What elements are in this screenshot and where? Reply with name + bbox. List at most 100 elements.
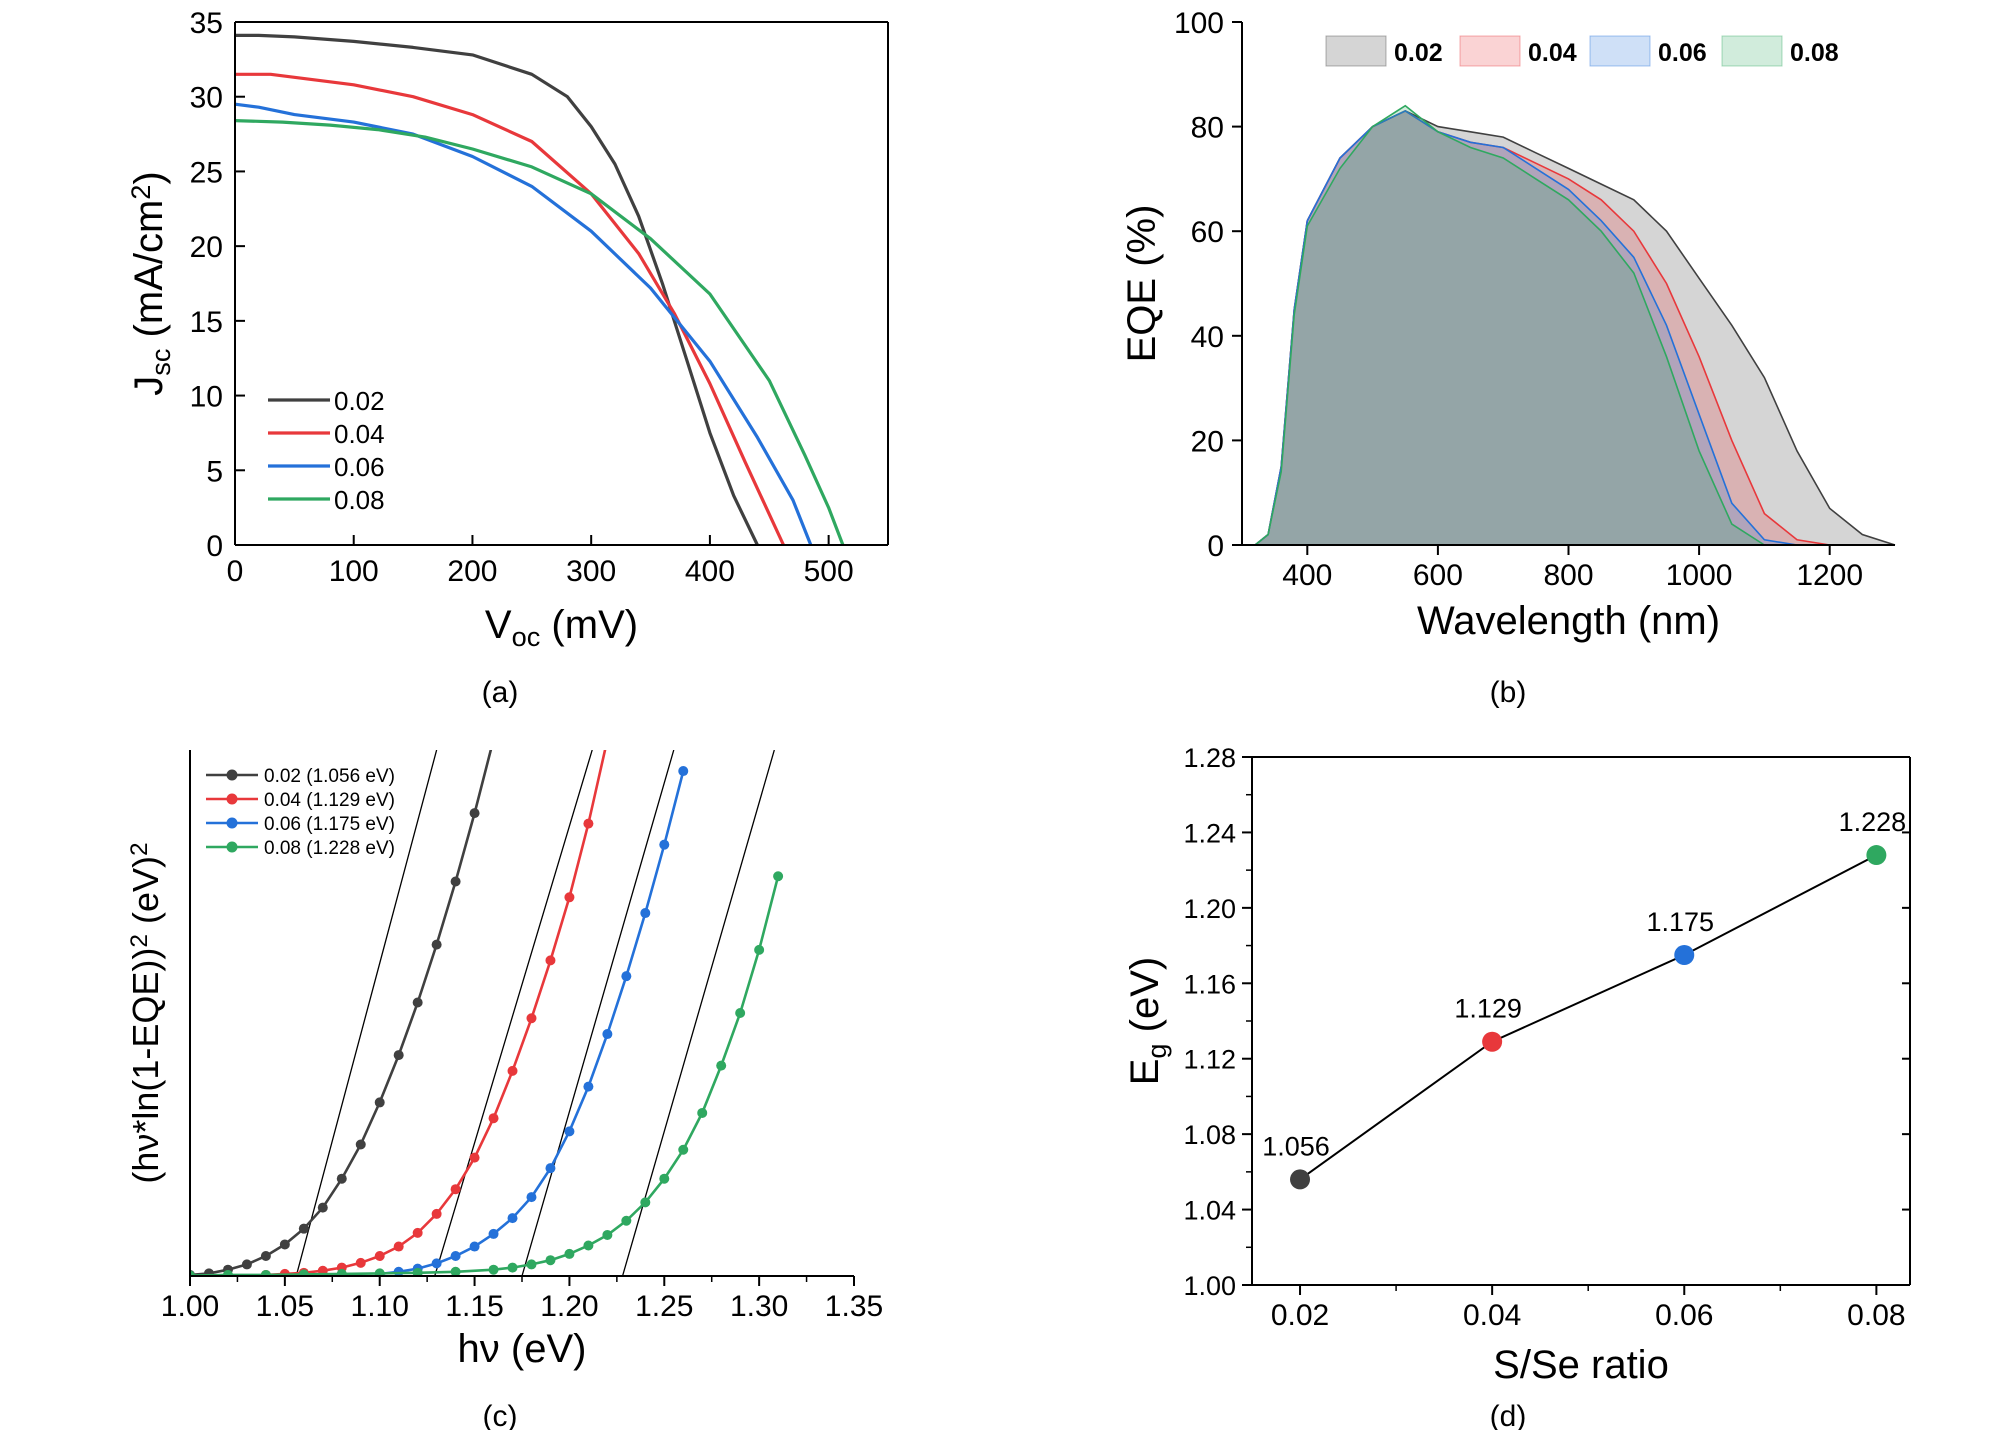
y-tick-label: 5 — [206, 455, 223, 488]
tangent-line — [434, 750, 593, 1276]
y-axis-label: Jsc (mA/cm2) — [125, 171, 176, 396]
y-tick-label: 100 — [1174, 7, 1224, 40]
data-point — [393, 1050, 404, 1061]
y-axis-label-part: g — [1141, 1043, 1172, 1058]
series-area-0.06 — [1255, 110, 1797, 546]
eg-point-label: 1.228 — [1839, 807, 1907, 837]
data-point — [489, 734, 499, 744]
data-point — [488, 1264, 499, 1275]
y-tick-label: 1.08 — [1183, 1120, 1236, 1150]
legend-swatch — [1589, 35, 1651, 67]
legend-label: 0.02 — [334, 386, 385, 416]
data-point — [469, 808, 480, 819]
eg-trend-line — [1299, 854, 1877, 1181]
x-axis-label-part: oc — [512, 621, 541, 652]
y-tick-label: 1.20 — [1183, 894, 1236, 924]
data-point — [507, 1065, 518, 1076]
data-point — [678, 1144, 689, 1155]
y-axis-label-part: (eV) — [125, 856, 166, 934]
data-point — [241, 1259, 252, 1270]
y-axis-label-part: J — [127, 376, 171, 396]
panel-c: 1.00 1.05 1.10 1.15 1.20 1.25 1.30 1.35 hν (eV) (… — [125, 734, 883, 1430]
legend-label: 0.06 — [1658, 39, 1707, 67]
data-point — [374, 1268, 385, 1276]
data-point — [659, 839, 670, 850]
legend-swatch — [1325, 35, 1387, 67]
x-tick-label: 300 — [566, 555, 616, 588]
x-tick-label: 1.30 — [730, 1290, 788, 1323]
series-line-0.08 (1.228 eV) — [190, 875, 780, 1276]
y-tick-label: 35 — [190, 7, 223, 40]
data-point — [507, 1262, 518, 1273]
y-tick-label: 25 — [190, 156, 223, 189]
data-point — [260, 1251, 271, 1262]
legend-label: 0.08 — [1790, 39, 1839, 67]
data-point — [260, 1269, 271, 1276]
data-point — [469, 1152, 480, 1163]
legend-marker — [226, 817, 238, 829]
x-tick-label: 100 — [329, 555, 379, 588]
y-tick-label: 20 — [190, 231, 223, 264]
series-line-0.08 — [1254, 104, 1765, 546]
series-line-0.08 — [234, 119, 845, 546]
data-point — [545, 1163, 556, 1174]
data-point — [602, 734, 612, 744]
data-point — [602, 1029, 613, 1040]
data-point — [488, 1113, 499, 1124]
data-point — [431, 1258, 442, 1269]
data-point — [583, 1240, 594, 1251]
series-area-0.04 — [1255, 110, 1830, 546]
legend-swatch — [1721, 35, 1783, 67]
y-axis-label-part: 2 — [125, 185, 156, 200]
eg-point-label: 1.175 — [1646, 907, 1714, 937]
x-tick-label: 0.04 — [1463, 1299, 1521, 1332]
eg-point — [1674, 945, 1695, 965]
data-point — [450, 1251, 461, 1262]
data-point — [355, 1257, 366, 1268]
data-point — [735, 1008, 746, 1018]
y-tick-label: 15 — [190, 306, 223, 339]
data-point — [697, 1107, 708, 1118]
x-tick-label: 0.08 — [1847, 1299, 1905, 1332]
tangent-line — [521, 750, 675, 1276]
data-point — [450, 1266, 461, 1276]
x-tick-label: 1.20 — [540, 1290, 598, 1323]
data-point — [545, 955, 556, 966]
data-point — [431, 939, 442, 950]
x-tick-label: 0 — [227, 555, 244, 588]
y-tick-label: 1.00 — [1183, 1271, 1236, 1301]
x-tick-label: 1.10 — [351, 1290, 409, 1323]
y-axis-label-part: (hν*ln(1-EQE)) — [125, 948, 166, 1184]
data-point — [450, 1184, 461, 1195]
x-tick-label: 1.00 — [161, 1290, 219, 1323]
y-axis-label-part: 2 — [126, 934, 153, 948]
legend-label: 0.02 (1.056 eV) — [264, 766, 395, 787]
data-point — [488, 1228, 499, 1239]
series-line-0.02 — [235, 33, 759, 546]
x-tick-label: 0.02 — [1271, 1299, 1329, 1332]
tangent-line — [621, 750, 775, 1276]
data-point — [298, 1269, 309, 1276]
y-tick-label: 60 — [1191, 216, 1224, 249]
data-point — [526, 1192, 537, 1203]
y-axis-label-part: (eV) — [1123, 957, 1167, 1044]
data-point — [602, 1229, 613, 1240]
data-point — [317, 1202, 328, 1213]
legend-marker — [226, 793, 238, 805]
y-tick-label: 1.16 — [1183, 969, 1236, 999]
data-point — [621, 971, 632, 982]
x-tick-label: 1200 — [1796, 559, 1863, 592]
y-axis-label: (hν*ln(1-EQE))2 (eV)2 — [125, 842, 166, 1183]
y-tick-label: 1.28 — [1183, 743, 1236, 773]
legend-label: 0.08 (1.228 eV) — [264, 838, 395, 859]
legend-label: 0.06 (1.175 eV) — [264, 814, 395, 835]
data-point — [526, 1013, 537, 1024]
legend-label: 0.04 — [1528, 39, 1577, 67]
y-tick-label: 20 — [1191, 425, 1224, 458]
data-point — [640, 908, 651, 919]
legend-label: 0.08 — [334, 485, 385, 515]
data-point — [659, 1173, 670, 1184]
y-axis-label: Eg (eV) — [1123, 957, 1172, 1086]
data-point — [640, 1197, 651, 1208]
